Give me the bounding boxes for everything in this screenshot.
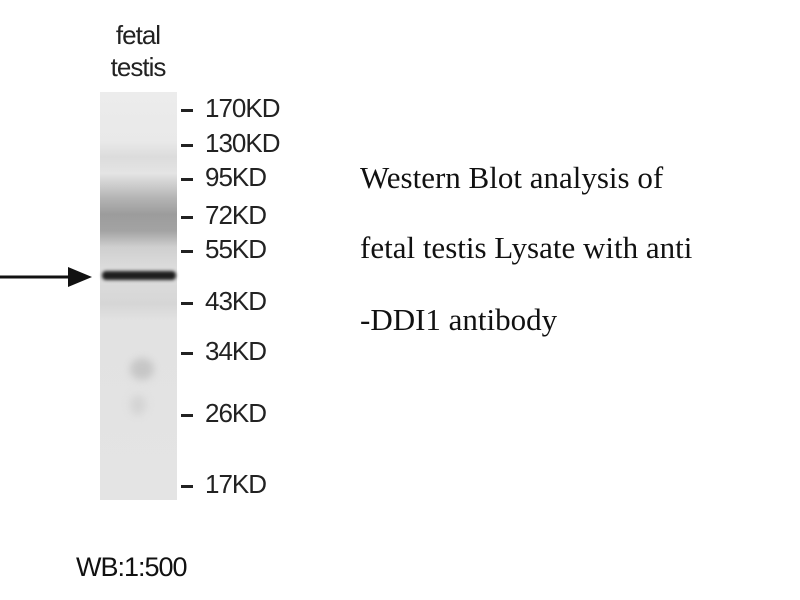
description-line3: -DDI1 antibody xyxy=(360,302,558,337)
faint-spot xyxy=(130,395,146,415)
dilution-label: WB:1:500 xyxy=(76,552,188,582)
faint-spot xyxy=(130,358,154,380)
marker-95: 95KD xyxy=(181,164,267,190)
marker-170: 170KD xyxy=(181,95,280,121)
marker-43: 43KD xyxy=(181,288,267,314)
marker-34: 34KD xyxy=(181,338,267,364)
blot-lane xyxy=(100,92,177,500)
arrow-icon xyxy=(0,267,92,287)
lane-label-line2: testis xyxy=(110,52,167,82)
description-line1: Western Blot analysis of xyxy=(360,160,664,195)
description-line2: fetal testis Lysate with anti xyxy=(360,230,693,265)
target-band xyxy=(102,271,176,280)
marker-72: 72KD xyxy=(181,202,267,228)
lane-label-line1: fetal xyxy=(115,20,161,50)
marker-130: 130KD xyxy=(181,130,280,156)
marker-17: 17KD xyxy=(181,471,267,497)
marker-26: 26KD xyxy=(181,400,267,426)
marker-55: 55KD xyxy=(181,236,267,262)
